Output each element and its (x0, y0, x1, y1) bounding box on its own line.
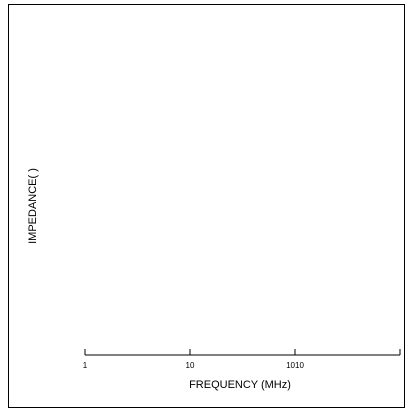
x-tick-label: 10 (186, 361, 195, 370)
chart-frame (8, 4, 405, 408)
x-axis: 1 10 1010 (83, 349, 401, 370)
x-tick-label: 1010 (286, 361, 304, 370)
y-axis-label: IMPEDANCE( ) (27, 168, 39, 244)
x-axis-label: FREQUENCY (MHz) (189, 379, 291, 391)
x-tick-label: 1 (83, 361, 88, 370)
